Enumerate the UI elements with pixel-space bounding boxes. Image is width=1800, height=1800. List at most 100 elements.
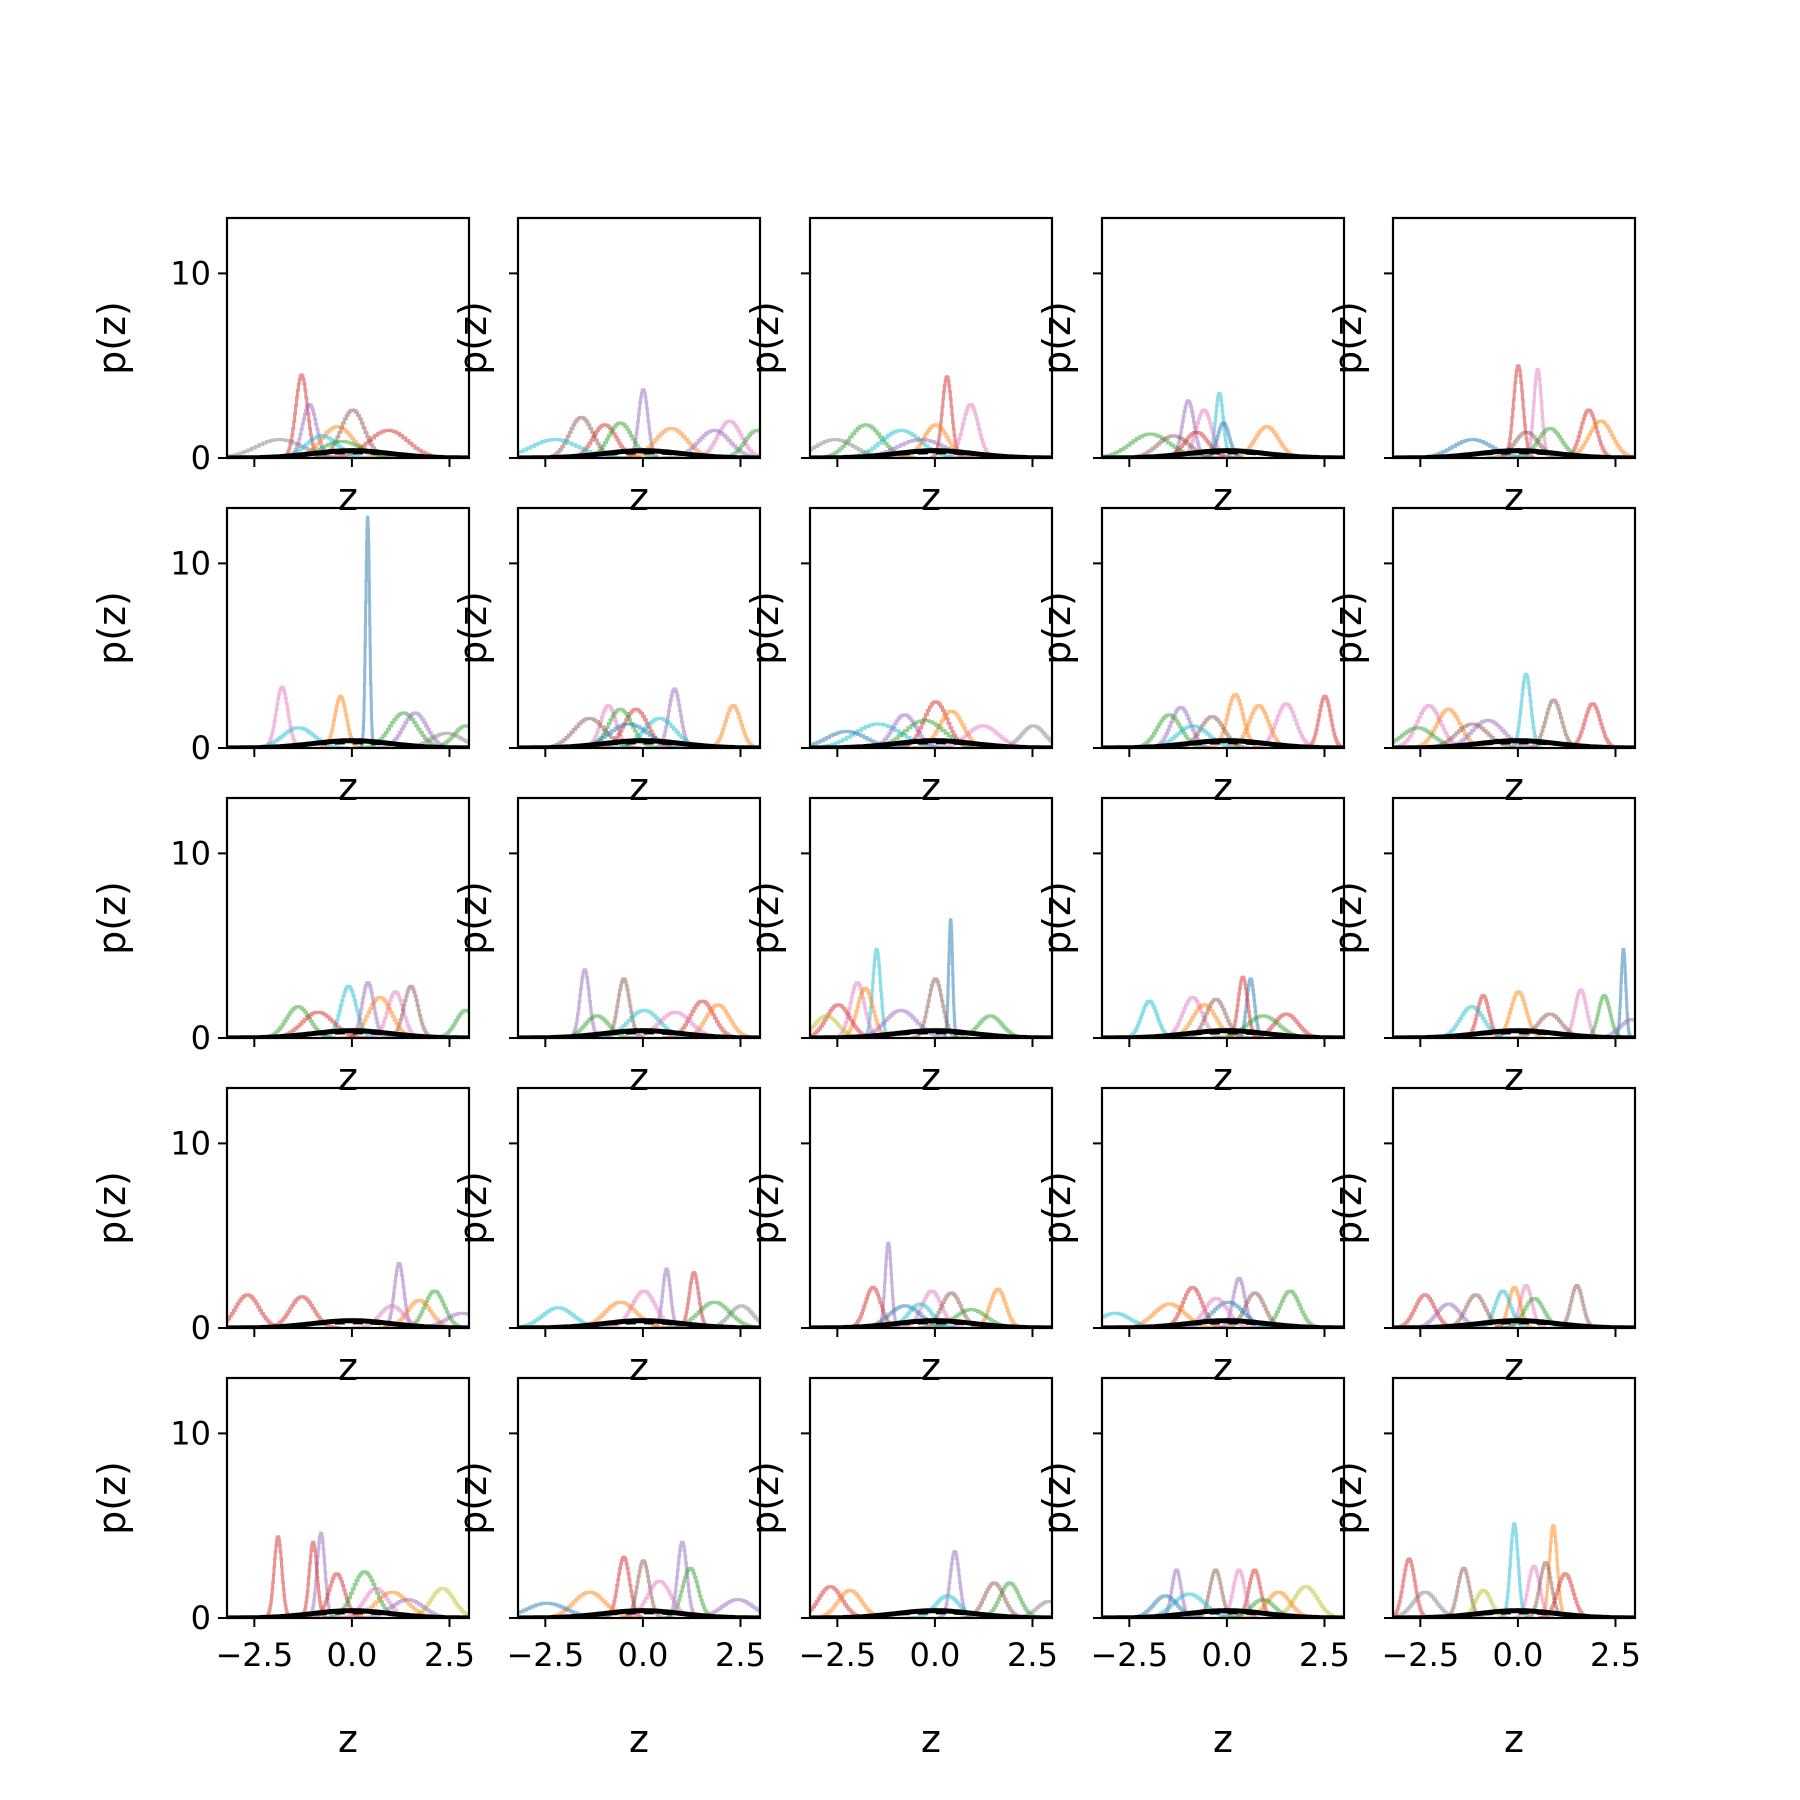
plot-area [227, 1531, 469, 1618]
y-axis-label: p(z) [1326, 1461, 1370, 1535]
x-tick-label: 0.0 [326, 1636, 377, 1674]
plot-area [1393, 364, 1635, 458]
subplot-r3-c4: z p(z) [1326, 1086, 1637, 1389]
series-line-3 [1443, 1566, 1484, 1618]
subplot-r3-c2: z p(z) [743, 1086, 1054, 1389]
plot-area [518, 687, 760, 748]
y-axis-label: p(z) [90, 301, 134, 375]
series-line-2 [1122, 999, 1176, 1038]
subplot-r0-c0: 0 10 z p(z) [90, 216, 471, 519]
x-axis-label: z [921, 1717, 941, 1761]
series-line-1 [261, 685, 302, 748]
series-line-3 [898, 1289, 964, 1328]
x-axis-label: z [629, 1345, 649, 1389]
axes-frame [1100, 216, 1346, 460]
x-tick-label: −2.5 [798, 1636, 876, 1674]
axes-frame [1391, 216, 1637, 460]
series-line-0 [1304, 694, 1344, 748]
axes-frame [1391, 1376, 1637, 1620]
y-axis-label: p(z) [451, 1171, 495, 1245]
axes-frame [225, 796, 471, 1040]
plot-area [1393, 1522, 1635, 1618]
x-tick-label: 2.5 [1007, 1636, 1058, 1674]
x-axis-label: z [921, 765, 941, 809]
series-line-1 [862, 947, 891, 1038]
x-axis-label: z [921, 475, 941, 519]
x-tick-label: −2.5 [1090, 1636, 1168, 1674]
series-line-0 [1509, 672, 1543, 748]
x-axis-label: z [921, 1055, 941, 1099]
x-axis-label: z [1213, 1345, 1233, 1389]
axes-frame [225, 216, 471, 460]
x-tick-label: −2.5 [1381, 1636, 1459, 1674]
x-axis-label: z [1213, 1055, 1233, 1099]
subplot-r4-c4: −2.5 0.0 2.5 z p(z) [1326, 1376, 1641, 1761]
plot-area [810, 700, 1052, 748]
plot-area [1393, 947, 1635, 1038]
y-tick-label: 0 [191, 729, 211, 767]
y-axis-label: p(z) [1035, 881, 1079, 955]
x-axis-label: z [338, 1345, 358, 1389]
subplot-r0-c3: z p(z) [1035, 216, 1346, 519]
series-line-0 [359, 515, 376, 748]
x-tick-label: −2.5 [215, 1636, 293, 1674]
series-line-0 [665, 1540, 699, 1618]
plot-area [810, 918, 1052, 1038]
axes-frame [516, 1086, 762, 1330]
y-tick-label: 10 [170, 254, 211, 292]
plot-area [1102, 693, 1344, 748]
axes-frame [808, 1086, 1054, 1330]
plot-area [810, 1550, 1052, 1618]
subplot-r4-c3: −2.5 0.0 2.5 z p(z) [1035, 1376, 1350, 1761]
y-tick-label: 10 [170, 544, 211, 582]
plot-area [1102, 1568, 1344, 1618]
x-axis-label: z [921, 1345, 941, 1389]
series-line-0 [942, 918, 959, 1038]
x-tick-label: 0.0 [909, 1636, 960, 1674]
x-tick-label: −2.5 [506, 1636, 584, 1674]
subplot-r4-c1: −2.5 0.0 2.5 z p(z) [451, 1376, 766, 1761]
y-axis-label: p(z) [743, 1461, 787, 1535]
axes-frame [808, 796, 1054, 1040]
x-tick-label: 2.5 [424, 1636, 475, 1674]
subplot-r1-c1: z p(z) [451, 506, 762, 809]
x-tick-label: 0.0 [1492, 1636, 1543, 1674]
subplot-r3-c1: z p(z) [451, 1086, 762, 1389]
plot-area [1102, 975, 1344, 1038]
axes-frame [516, 506, 762, 750]
y-tick-label: 10 [170, 834, 211, 872]
subplot-r1-c0: 0 10 z p(z) [90, 506, 471, 809]
series-line-3 [357, 711, 448, 748]
subplot-r2-c3: z p(z) [1035, 796, 1346, 1099]
plot-area [227, 981, 469, 1038]
y-axis-label: p(z) [90, 591, 134, 665]
y-axis-label: p(z) [90, 1171, 134, 1245]
x-axis-label: z [1213, 765, 1233, 809]
series-line-6 [661, 1300, 760, 1328]
x-axis-label: z [1504, 765, 1524, 809]
y-axis-label: p(z) [451, 591, 495, 665]
x-axis-label: z [1504, 475, 1524, 519]
axes-frame [1391, 506, 1637, 750]
x-axis-label: z [338, 1717, 358, 1761]
x-axis-label: z [629, 475, 649, 519]
y-axis-label: p(z) [1035, 1461, 1079, 1535]
axes-frame [225, 1376, 471, 1620]
subplot-r1-c3: z p(z) [1035, 506, 1346, 809]
x-tick-label: 2.5 [1590, 1636, 1641, 1674]
series-line-8 [518, 438, 630, 458]
y-tick-label: 10 [170, 1414, 211, 1452]
series-line-1 [706, 704, 760, 748]
subplot-r3-c0: 0 10 z p(z) [90, 1086, 471, 1389]
subplot-r4-c0: −2.5 0.0 2.5 0 10 z p(z) [90, 1376, 475, 1761]
subplot-r1-c4: z p(z) [1326, 506, 1637, 809]
x-tick-label: 0.0 [1201, 1636, 1252, 1674]
x-axis-label: z [1504, 1055, 1524, 1099]
y-axis-label: p(z) [451, 301, 495, 375]
plot-area [518, 968, 760, 1038]
plot-area [518, 1540, 760, 1618]
axes-frame [1100, 1086, 1346, 1330]
subplot-r1-c2: z p(z) [743, 506, 1054, 809]
axes-frame [1100, 1376, 1346, 1620]
y-tick-label: 0 [191, 1599, 211, 1637]
